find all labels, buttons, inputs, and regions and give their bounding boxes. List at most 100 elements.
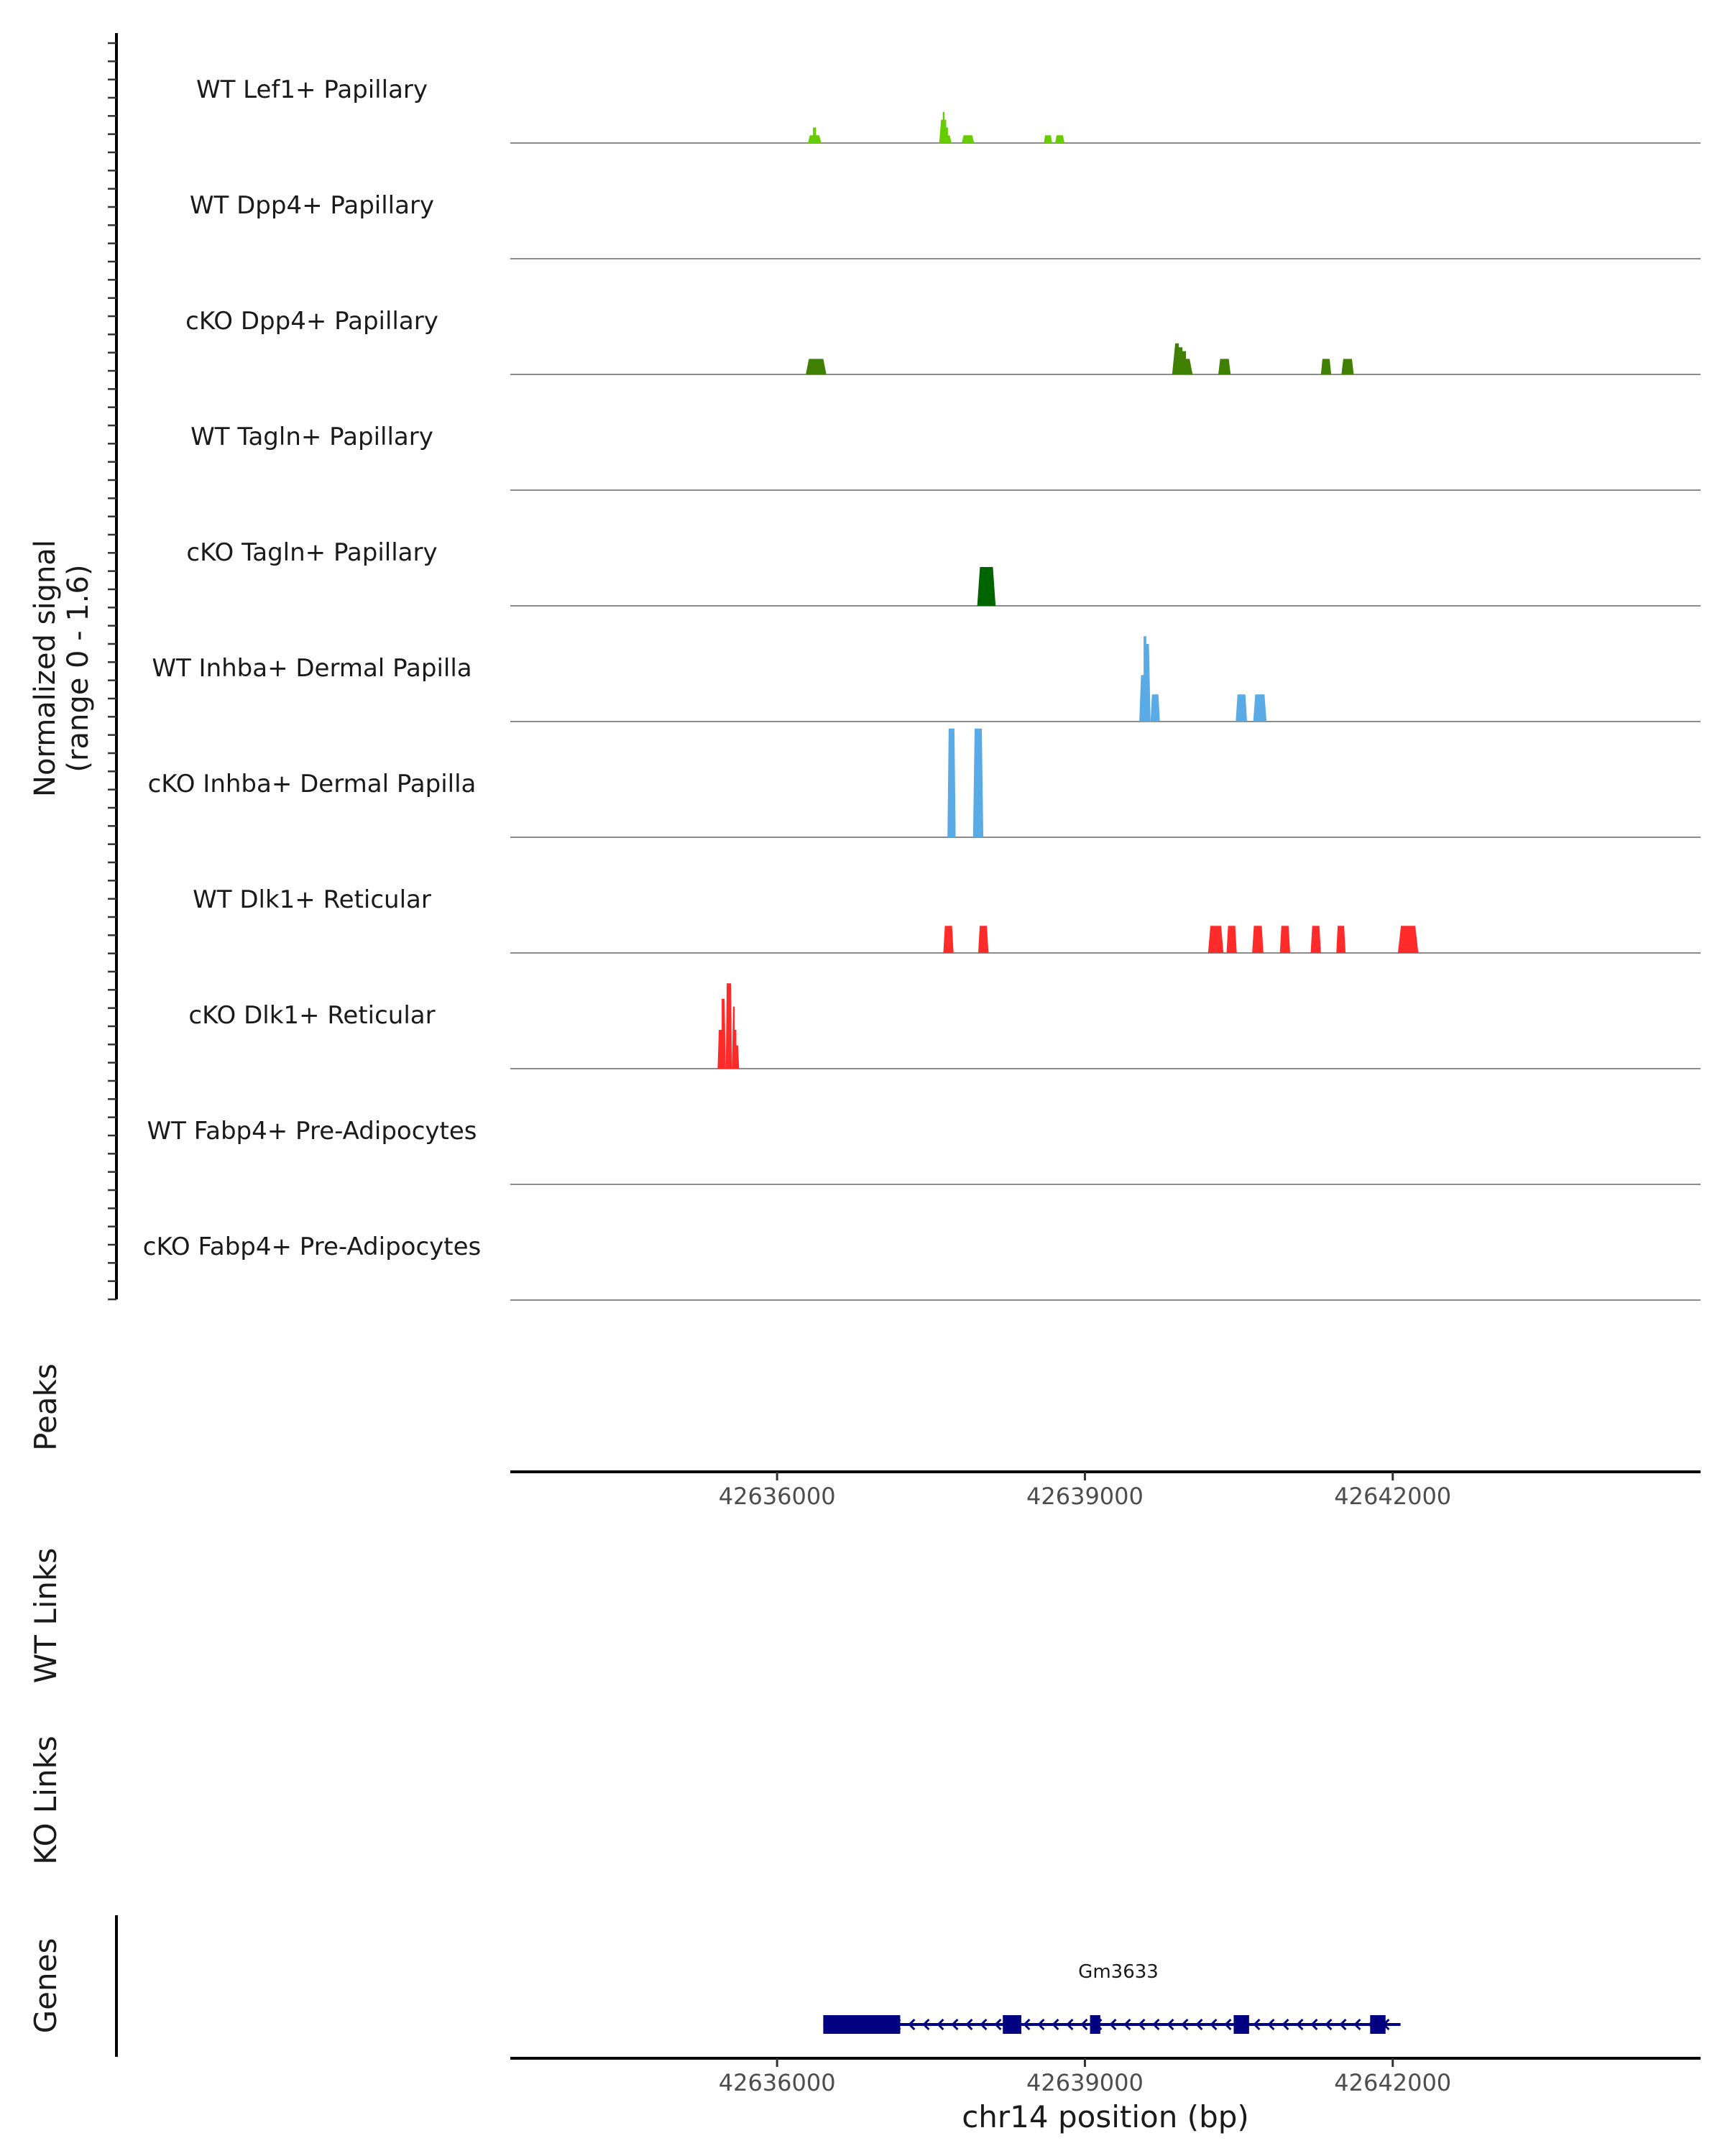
track-6: WT Inhba+ Dermal Papilla <box>152 636 1701 722</box>
x-tick-label: 42639000 <box>1026 2069 1144 2096</box>
track-label: WT Tagln+ Papillary <box>190 423 433 451</box>
genes-label: Genes <box>28 1938 63 2034</box>
strand-arrow <box>1109 2018 1117 2031</box>
x-axis-title: chr14 position (bp) <box>962 2099 1249 2134</box>
coverage-peak <box>962 135 975 143</box>
signal-tracks: WT Lef1+ Papillary WT Dpp4+ Papillary cKO … <box>143 75 1701 1301</box>
track-label: WT Inhba+ Dermal Papilla <box>152 654 472 683</box>
strand-arrow <box>994 2018 1002 2031</box>
track-8: WT Dlk1+ Reticular <box>193 885 1701 954</box>
signal-ylabel-line1: Normalized signal <box>29 540 62 797</box>
strand-arrow <box>922 2018 930 2031</box>
coverage-peak <box>1341 359 1354 374</box>
track-label: WT Dpp4+ Papillary <box>190 191 434 220</box>
track-5: cKO Tagln+ Papillary <box>186 538 1701 607</box>
strand-arrow <box>951 2018 959 2031</box>
strand-arrow <box>1282 2018 1289 2031</box>
gene-exon <box>1003 2015 1021 2034</box>
peaks-label: Peaks <box>28 1363 63 1451</box>
strand-arrow <box>1181 2018 1189 2031</box>
strand-arrow <box>1325 2018 1333 2031</box>
coverage-peak <box>1218 359 1231 374</box>
coverage-peak <box>1320 359 1332 374</box>
coverage-peak <box>1055 135 1064 143</box>
strand-arrow <box>1080 2018 1088 2031</box>
strand-arrow <box>1267 2018 1275 2031</box>
coverage-peak <box>806 359 827 374</box>
coverage-peak <box>1397 926 1419 953</box>
track-10: WT Fabp4+ Pre-Adipocytes <box>147 1117 1701 1185</box>
strand-arrow <box>1152 2018 1160 2031</box>
strand-arrow <box>1353 2018 1361 2031</box>
wt-links-label: WT Links <box>28 1548 63 1683</box>
track-label: cKO Tagln+ Papillary <box>186 538 437 567</box>
track-1: WT Lef1+ Papillary <box>196 75 1701 144</box>
x-tick-label: 42639000 <box>1026 1483 1144 1510</box>
coverage-peak <box>972 728 984 837</box>
track-7: cKO Inhba+ Dermal Papilla <box>148 728 1701 838</box>
strand-arrow <box>1066 2018 1074 2031</box>
coverage-peak <box>947 728 956 837</box>
coverage-peak <box>1310 926 1321 953</box>
strand-arrow <box>1210 2018 1218 2031</box>
gene-name-label: Gm3633 <box>1078 1961 1159 1983</box>
signal-y-axis <box>108 33 118 1301</box>
strand-arrow <box>1296 2018 1304 2031</box>
gene-exon <box>823 2015 901 2034</box>
x-tick-label: 42636000 <box>719 1483 836 1510</box>
gene-exon <box>1370 2015 1386 2034</box>
strand-arrow <box>1310 2018 1318 2031</box>
gene-exon <box>1233 2015 1249 2034</box>
track-label: cKO Inhba+ Dermal Papilla <box>148 770 477 798</box>
coverage-peak <box>1150 694 1160 722</box>
x-tick-label: 42642000 <box>1334 1483 1451 1510</box>
strand-arrow <box>1167 2018 1174 2031</box>
coverage-peak <box>732 1006 740 1069</box>
strand-arrow <box>1123 2018 1131 2031</box>
coverage-peak <box>1336 926 1346 953</box>
bottom-x-axis: 42636000 42639000 42642000 <box>510 2057 1701 2096</box>
track-2: WT Dpp4+ Papillary <box>190 191 1701 259</box>
coverage-peak <box>1252 926 1264 953</box>
ko-links-label: KO Links <box>28 1736 63 1865</box>
coverage-peak <box>1208 926 1224 953</box>
coverage-peak <box>1139 636 1151 722</box>
x-tick-label: 42636000 <box>719 2069 836 2096</box>
track-label: WT Lef1+ Papillary <box>196 75 428 104</box>
strand-arrow <box>1138 2018 1146 2031</box>
track-3: cKO Dpp4+ Papillary <box>185 307 1701 375</box>
coverage-peak <box>943 926 954 953</box>
track-label: cKO Dpp4+ Papillary <box>185 307 438 336</box>
coverage-peak <box>1044 135 1052 143</box>
coverage-peak <box>1279 926 1290 953</box>
signal-ylabel-line2: (range 0 - 1.6) <box>62 564 95 772</box>
strand-arrow <box>1224 2018 1232 2031</box>
strand-arrow <box>1253 2018 1261 2031</box>
track-9: cKO Dlk1+ Reticular <box>188 983 1701 1069</box>
strand-arrow <box>980 2018 988 2031</box>
strand-arrow <box>1195 2018 1203 2031</box>
track-label: cKO Dlk1+ Reticular <box>188 1001 435 1030</box>
coverage-peak <box>1226 926 1237 953</box>
strand-arrow <box>1339 2018 1347 2031</box>
coverage-peak <box>808 127 822 143</box>
coverage-peak <box>1236 694 1247 722</box>
strand-arrow <box>1037 2018 1045 2031</box>
track-label: WT Fabp4+ Pre-Adipocytes <box>147 1117 477 1146</box>
track-label: cKO Fabp4+ Pre-Adipocytes <box>143 1233 482 1261</box>
strand-arrow <box>937 2018 944 2031</box>
strand-arrow <box>908 2018 916 2031</box>
track-11: cKO Fabp4+ Pre-Adipocytes <box>143 1233 1701 1301</box>
coverage-peak <box>717 998 726 1069</box>
middle-x-axis: 42636000 42639000 42642000 <box>510 1470 1701 1510</box>
strand-arrow <box>965 2018 973 2031</box>
strand-arrow <box>1023 2018 1031 2031</box>
gene-model <box>823 2015 1401 2034</box>
x-tick-label: 42642000 <box>1334 2069 1451 2096</box>
gene-exon <box>1090 2015 1100 2034</box>
track-4: WT Tagln+ Papillary <box>190 423 1701 491</box>
strand-arrow <box>1052 2018 1059 2031</box>
coverage-peak <box>978 926 989 953</box>
coverage-peak <box>1172 343 1193 374</box>
